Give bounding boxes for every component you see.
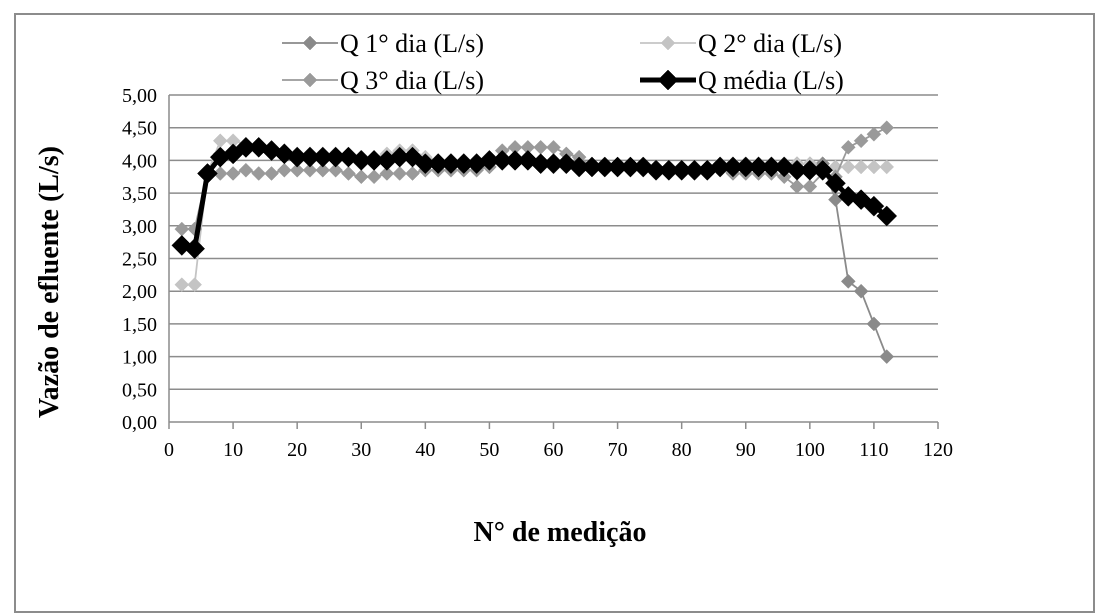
x-tick-label: 80 <box>672 439 692 461</box>
data-point-q3 <box>289 162 305 178</box>
y-tick-label: 1,00 <box>122 347 157 369</box>
data-point-q1 <box>866 316 882 332</box>
data-point-qmedia <box>876 205 898 227</box>
data-point-q3 <box>251 166 267 181</box>
data-point-q2 <box>187 277 202 293</box>
data-point-qmedia <box>402 146 423 168</box>
data-point-q1 <box>840 274 856 289</box>
data-point-q2 <box>212 133 228 149</box>
data-point-q3 <box>276 162 292 178</box>
data-point-q1 <box>853 283 869 299</box>
data-point-q3 <box>789 179 805 194</box>
data-point-qmedia <box>184 238 205 260</box>
data-point-q3 <box>405 166 420 181</box>
legend-item-q1: Q 1° dia (L/s) <box>282 29 484 58</box>
data-point-qmedia <box>555 153 577 175</box>
data-point-q3 <box>366 169 382 185</box>
tick-labels: 0,00 0,50 1,00 1,50 2,00 2,50 3,00 3,50 4,00 4,50… <box>122 85 953 461</box>
series-qmedia <box>171 136 898 260</box>
legend-swatch-marker <box>302 35 318 51</box>
data-point-q3 <box>802 179 818 194</box>
legend-label: Q 3° dia (L/s) <box>340 66 484 95</box>
series-q3 <box>174 120 895 237</box>
data-point-q2 <box>840 159 856 175</box>
data-point-q3 <box>225 166 241 181</box>
series-layer <box>171 120 898 364</box>
data-point-q2 <box>174 277 190 293</box>
legend-item-qmedia: Q média (L/s) <box>640 66 844 95</box>
x-tick-label: 50 <box>479 439 499 461</box>
data-point-q3 <box>533 139 549 155</box>
y-tick-label: 5,00 <box>122 85 157 107</box>
y-tick-label: 3,00 <box>122 216 157 238</box>
data-point-q3 <box>879 120 895 136</box>
legend-item-q2: Q 2° dia (L/s) <box>640 29 842 58</box>
y-tick-label: 2,50 <box>122 249 157 271</box>
x-tick-label: 10 <box>223 439 243 461</box>
data-point-q3 <box>328 162 343 178</box>
data-point-q3 <box>264 166 279 181</box>
data-point-q3 <box>341 166 356 181</box>
gridlines <box>169 94 938 391</box>
data-point-q3 <box>840 139 856 155</box>
x-axis-title: N° de medição <box>474 517 647 548</box>
chart-frame <box>14 13 1095 613</box>
data-point-q2 <box>879 159 895 175</box>
legend-swatch-marker <box>660 35 676 51</box>
y-axis-title: Vazão de efluente (L/s) <box>34 146 65 418</box>
x-tick-label: 70 <box>608 439 628 461</box>
legend-swatch-marker <box>302 72 318 88</box>
data-point-qmedia <box>171 235 193 256</box>
legend-item-q3: Q 3° dia (L/s) <box>282 66 484 95</box>
data-point-q3 <box>315 162 331 178</box>
x-tick-label: 20 <box>287 439 307 461</box>
y-tick-label: 1,50 <box>122 314 157 336</box>
x-tick-label: 100 <box>795 439 825 461</box>
data-point-qmedia <box>863 195 885 217</box>
x-tick-label: 120 <box>923 439 953 461</box>
legend-label: Q média (L/s) <box>698 66 844 95</box>
axes <box>168 95 939 429</box>
data-point-qmedia <box>812 159 834 181</box>
x-tick-label: 30 <box>351 439 371 461</box>
data-point-q2 <box>853 159 869 175</box>
data-point-q3 <box>392 166 408 181</box>
data-point-q3 <box>174 221 190 237</box>
y-tick-label: 4,50 <box>122 118 157 140</box>
x-tick-label: 0 <box>164 439 174 461</box>
x-tick-label: 60 <box>544 439 564 461</box>
data-point-q3 <box>866 126 882 142</box>
y-tick-label: 0,50 <box>122 379 157 401</box>
data-point-q3 <box>302 162 318 178</box>
data-point-q2 <box>866 159 882 175</box>
data-point-q3 <box>853 133 869 149</box>
data-point-q3 <box>546 139 561 155</box>
y-tick-label: 0,00 <box>122 412 157 434</box>
data-point-qmedia <box>517 150 539 171</box>
legend-label: Q 1° dia (L/s) <box>340 29 484 58</box>
x-tick-label: 40 <box>415 439 435 461</box>
legend-swatch-marker <box>657 69 679 91</box>
data-point-qmedia <box>248 136 270 158</box>
data-point-qmedia <box>632 156 654 178</box>
y-tick-label: 4,00 <box>122 150 157 172</box>
data-point-q3 <box>379 166 395 181</box>
data-point-q1 <box>879 349 895 364</box>
chart: 0,00 0,50 1,00 1,50 2,00 2,50 3,00 3,50 4,00 4,50… <box>34 29 953 548</box>
data-point-q3 <box>212 166 228 181</box>
x-tick-label: 110 <box>859 439 888 461</box>
legend: Q 1° dia (L/s) Q 2° dia (L/s) Q 3° dia (L/… <box>282 29 844 95</box>
data-point-q3 <box>353 169 369 185</box>
y-tick-label: 2,00 <box>122 281 157 303</box>
y-tick-label: 3,50 <box>122 183 157 205</box>
data-point-qmedia <box>197 163 218 184</box>
data-point-qmedia <box>825 172 846 194</box>
legend-label: Q 2° dia (L/s) <box>698 29 842 58</box>
data-point-q3 <box>238 162 254 178</box>
x-tick-label: 90 <box>736 439 756 461</box>
